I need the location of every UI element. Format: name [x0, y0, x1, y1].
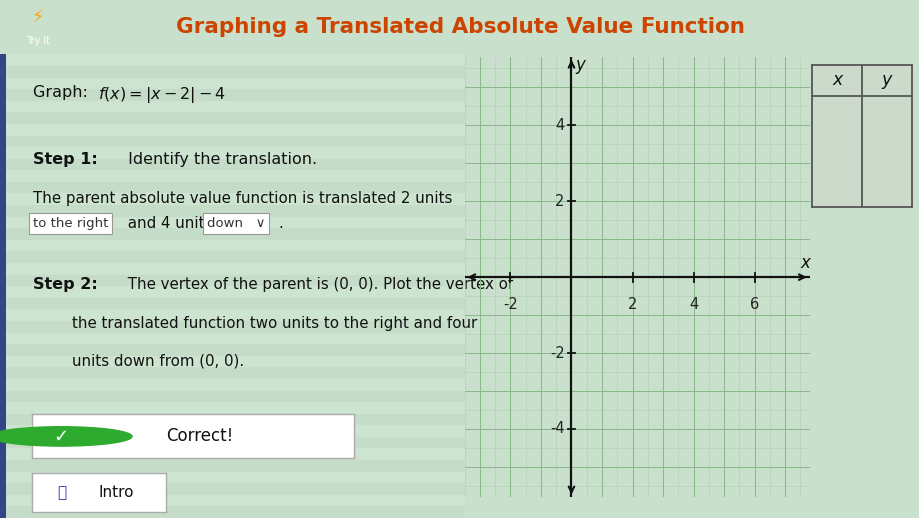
FancyBboxPatch shape	[0, 437, 464, 449]
FancyBboxPatch shape	[0, 507, 464, 518]
Text: the translated function two units to the right and four: the translated function two units to the…	[72, 316, 477, 332]
Text: x: x	[831, 71, 842, 90]
Text: 2: 2	[555, 194, 564, 209]
Text: 4: 4	[555, 118, 564, 133]
FancyBboxPatch shape	[0, 170, 464, 182]
Text: down   ∨: down ∨	[207, 217, 265, 230]
FancyBboxPatch shape	[0, 298, 464, 309]
FancyBboxPatch shape	[0, 414, 464, 425]
FancyBboxPatch shape	[0, 124, 464, 136]
FancyBboxPatch shape	[0, 205, 464, 217]
FancyBboxPatch shape	[0, 356, 464, 367]
Text: The parent absolute value function is translated 2 units: The parent absolute value function is tr…	[32, 191, 451, 206]
Text: Identify the translation.: Identify the translation.	[123, 152, 317, 167]
Text: units down from (0, 0).: units down from (0, 0).	[72, 353, 244, 368]
Text: and 4 units: and 4 units	[123, 216, 217, 231]
Text: $f(x) = |x - 2| - 4$: $f(x) = |x - 2| - 4$	[97, 84, 225, 105]
FancyBboxPatch shape	[0, 147, 464, 159]
FancyBboxPatch shape	[0, 321, 464, 333]
Text: 4: 4	[688, 297, 698, 312]
Text: Step 1:: Step 1:	[32, 152, 97, 167]
FancyBboxPatch shape	[0, 89, 464, 100]
FancyBboxPatch shape	[0, 112, 464, 124]
FancyBboxPatch shape	[0, 471, 464, 483]
Text: -2: -2	[550, 346, 564, 361]
FancyBboxPatch shape	[0, 367, 464, 379]
FancyBboxPatch shape	[0, 217, 464, 228]
Text: Try It: Try It	[26, 36, 50, 46]
FancyBboxPatch shape	[0, 263, 464, 275]
FancyBboxPatch shape	[0, 425, 464, 437]
Text: ✓: ✓	[53, 427, 69, 445]
FancyBboxPatch shape	[0, 240, 464, 251]
FancyBboxPatch shape	[0, 182, 464, 194]
Text: -4: -4	[550, 422, 564, 437]
FancyBboxPatch shape	[0, 100, 464, 112]
FancyBboxPatch shape	[0, 391, 464, 402]
Text: x: x	[800, 254, 809, 272]
FancyBboxPatch shape	[0, 193, 464, 205]
Text: y: y	[575, 55, 584, 74]
Text: y: y	[880, 71, 891, 90]
FancyBboxPatch shape	[0, 136, 464, 147]
Text: 2: 2	[627, 297, 637, 312]
Text: Intro: Intro	[98, 485, 134, 500]
Text: The vertex of the parent is (0, 0). Plot the vertex of: The vertex of the parent is (0, 0). Plot…	[123, 277, 513, 292]
Text: 6: 6	[749, 297, 758, 312]
Text: Step 2:: Step 2:	[32, 277, 97, 292]
FancyBboxPatch shape	[0, 275, 464, 286]
Text: 🔊: 🔊	[57, 485, 66, 500]
Text: -2: -2	[503, 297, 517, 312]
FancyBboxPatch shape	[0, 54, 6, 518]
Text: Graphing a Translated Absolute Value Function: Graphing a Translated Absolute Value Fun…	[176, 17, 743, 37]
FancyBboxPatch shape	[0, 344, 464, 356]
Text: Graph:: Graph:	[32, 84, 93, 99]
Text: Correct!: Correct!	[165, 427, 233, 445]
FancyBboxPatch shape	[0, 159, 464, 170]
FancyBboxPatch shape	[0, 228, 464, 240]
FancyBboxPatch shape	[0, 379, 464, 391]
FancyBboxPatch shape	[0, 402, 464, 414]
Text: .: .	[278, 216, 283, 231]
Text: to the right: to the right	[32, 217, 108, 230]
FancyBboxPatch shape	[0, 251, 464, 263]
FancyBboxPatch shape	[0, 78, 464, 89]
FancyBboxPatch shape	[0, 449, 464, 460]
FancyBboxPatch shape	[0, 483, 464, 495]
Circle shape	[0, 427, 132, 446]
FancyBboxPatch shape	[0, 66, 464, 78]
FancyBboxPatch shape	[0, 495, 464, 507]
FancyBboxPatch shape	[0, 333, 464, 344]
FancyBboxPatch shape	[0, 54, 464, 66]
FancyBboxPatch shape	[0, 309, 464, 321]
FancyBboxPatch shape	[0, 460, 464, 471]
FancyBboxPatch shape	[0, 286, 464, 298]
Text: ⚡: ⚡	[31, 8, 44, 26]
